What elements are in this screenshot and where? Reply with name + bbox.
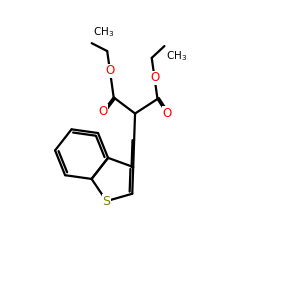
Text: O: O (162, 107, 172, 120)
Text: CH$_3$: CH$_3$ (93, 25, 114, 39)
Text: O: O (150, 71, 159, 84)
Text: S: S (103, 195, 111, 208)
Text: CH$_3$: CH$_3$ (166, 50, 187, 63)
Text: O: O (105, 64, 115, 77)
Text: O: O (99, 105, 108, 118)
